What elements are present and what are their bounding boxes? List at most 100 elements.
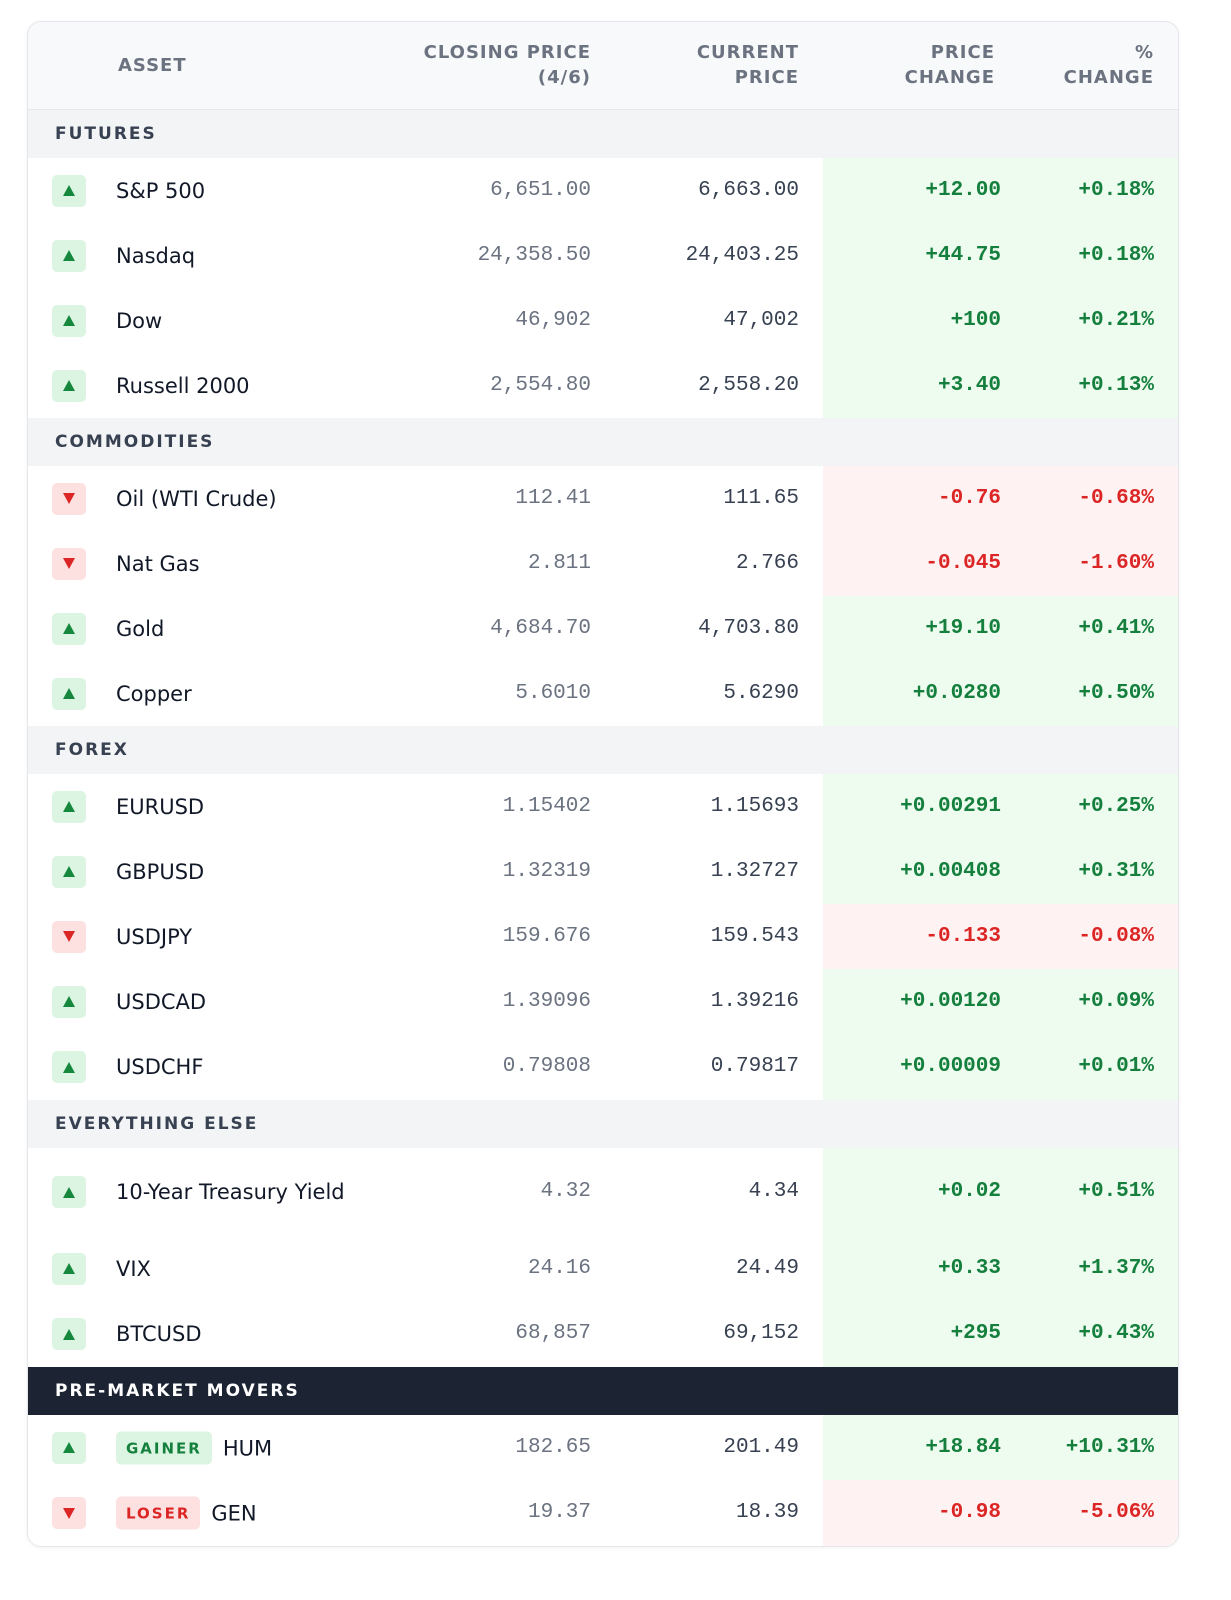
- price-change: +3.40: [937, 373, 1001, 397]
- header-closing-price: CLOSING PRICE (4/6): [423, 42, 591, 88]
- asset-name: GBPUSD: [116, 859, 205, 884]
- direction-badge: [52, 1318, 86, 1350]
- table-row[interactable]: GBPUSD 1.32319 1.32727 +0.00408 +0.31%: [28, 839, 1178, 905]
- closing-price: 4,684.70: [490, 616, 591, 640]
- triangle-up-icon: [63, 866, 75, 877]
- triangle-up-icon: [63, 1442, 75, 1453]
- price-change: +100: [950, 308, 1001, 332]
- closing-price: 46,902: [515, 308, 591, 332]
- percent-change: +10.31%: [1065, 1435, 1154, 1459]
- price-change: +0.02: [937, 1180, 1001, 1203]
- closing-price: 159.676: [502, 924, 591, 948]
- asset-name: Russell 2000: [116, 373, 250, 398]
- change-highlight: [823, 353, 1178, 418]
- percent-change: -5.06%: [1078, 1501, 1154, 1524]
- direction-badge: [52, 1051, 86, 1083]
- price-change: +0.00291: [900, 794, 1001, 818]
- percent-change: +0.01%: [1078, 1055, 1154, 1078]
- closing-price: 1.39096: [502, 989, 591, 1013]
- table-row[interactable]: Copper 5.6010 5.6290 +0.0280 +0.50%: [28, 661, 1178, 726]
- price-change: -0.98: [937, 1501, 1001, 1524]
- table-row[interactable]: USDCAD 1.39096 1.39216 +0.00120 +0.09%: [28, 969, 1178, 1035]
- asset-name: HUM: [222, 1436, 273, 1460]
- triangle-up-icon: [63, 801, 75, 812]
- closing-price: 0.79808: [502, 1055, 591, 1078]
- change-highlight: [823, 223, 1178, 288]
- direction-badge: [52, 1252, 86, 1285]
- section-title: FUTURES: [55, 124, 157, 144]
- asset-name: Gold: [116, 616, 165, 641]
- change-highlight: [823, 969, 1178, 1034]
- current-price: 1.15693: [710, 794, 799, 818]
- price-change: +19.10: [925, 616, 1001, 640]
- triangle-up-icon: [63, 380, 75, 391]
- direction-badge: [52, 677, 86, 710]
- closing-price: 19.37: [527, 1501, 591, 1524]
- table-row[interactable]: 10-Year Treasury Yield 4.32 4.34 +0.02 +…: [28, 1148, 1178, 1237]
- closing-price: 5.6010: [515, 681, 591, 705]
- triangle-up-icon: [63, 315, 75, 326]
- price-change: +0.00120: [900, 989, 1001, 1013]
- change-highlight: [823, 158, 1178, 223]
- table-row[interactable]: Nat Gas 2.811 2.766 -0.045 -1.60%: [28, 531, 1178, 597]
- percent-change: +0.41%: [1078, 616, 1154, 640]
- section-header-commodities: COMMODITIES: [28, 418, 1178, 466]
- table-row[interactable]: Dow 46,902 47,002 +100 +0.21%: [28, 288, 1178, 354]
- change-highlight: [823, 1480, 1178, 1546]
- triangle-up-icon: [63, 1061, 75, 1073]
- closing-price: 1.15402: [502, 794, 591, 818]
- table-row[interactable]: Gold 4,684.70 4,703.80 +19.10 +0.41%: [28, 596, 1178, 662]
- current-price: 4.34: [748, 1180, 799, 1203]
- table-row[interactable]: Nasdaq 24,358.50 24,403.25 +44.75 +0.18%: [28, 223, 1178, 289]
- asset-name: Dow: [116, 308, 163, 333]
- table-row[interactable]: Oil (WTI Crude) 112.41 111.65 -0.76 -0.6…: [28, 466, 1178, 532]
- asset-name: Nat Gas: [116, 551, 200, 576]
- header-pct-change: % CHANGE: [1063, 42, 1154, 88]
- section-header-forex: FOREX: [28, 726, 1178, 774]
- closing-price: 2,554.80: [490, 373, 591, 397]
- gainer-badge: GAINER: [116, 1431, 212, 1464]
- direction-badge: [52, 174, 86, 207]
- percent-change: +0.18%: [1078, 243, 1154, 267]
- table-row[interactable]: USDJPY 159.676 159.543 -0.133 -0.08%: [28, 904, 1178, 970]
- percent-change: +0.13%: [1078, 373, 1154, 397]
- current-price: 2.766: [735, 551, 799, 575]
- closing-price: 4.32: [540, 1180, 591, 1203]
- table-header: ASSET CLOSING PRICE (4/6) CURRENT PRICE …: [28, 22, 1178, 111]
- price-change: +0.0280: [912, 681, 1001, 705]
- table-row[interactable]: BTCUSD 68,857 69,152 +295 +0.43%: [28, 1301, 1178, 1367]
- direction-badge: [52, 239, 86, 272]
- change-highlight: [823, 288, 1178, 353]
- table-row[interactable]: S&P 500 6,651.00 6,663.00 +12.00 +0.18%: [28, 158, 1178, 224]
- table-row[interactable]: EURUSD 1.15402 1.15693 +0.00291 +0.25%: [28, 774, 1178, 840]
- table-row[interactable]: LOSER GEN 19.37 18.39 -0.98 -5.06%: [28, 1480, 1178, 1546]
- price-change: +0.00009: [900, 1055, 1001, 1078]
- direction-badge: [52, 304, 86, 337]
- triangle-down-icon: [63, 558, 75, 569]
- table-row[interactable]: USDCHF 0.79808 0.79817 +0.00009 +0.01%: [28, 1034, 1178, 1100]
- triangle-down-icon: [63, 1507, 75, 1519]
- section-header-pre-market-movers: PRE-MARKET MOVERS: [28, 1367, 1178, 1415]
- price-change: +0.00408: [900, 859, 1001, 883]
- percent-change: +0.31%: [1078, 859, 1154, 883]
- change-highlight: [823, 1148, 1178, 1236]
- current-price: 1.39216: [710, 989, 799, 1013]
- price-change: +44.75: [925, 243, 1001, 267]
- closing-price: 2.811: [527, 551, 591, 575]
- table-row[interactable]: GAINER HUM 182.65 201.49 +18.84 +10.31%: [28, 1415, 1178, 1481]
- header-current-price: CURRENT PRICE: [696, 42, 799, 88]
- header-asset: ASSET: [118, 55, 187, 76]
- triangle-up-icon: [63, 1328, 75, 1340]
- current-price: 5.6290: [723, 681, 799, 705]
- current-price: 47,002: [723, 308, 799, 332]
- table-row[interactable]: VIX 24.16 24.49 +0.33 +1.37%: [28, 1236, 1178, 1302]
- current-price: 18.39: [735, 1501, 799, 1524]
- price-change: -0.045: [925, 551, 1001, 575]
- direction-badge: [52, 369, 86, 402]
- asset-name: Copper: [116, 681, 192, 706]
- direction-badge: [52, 612, 86, 645]
- table-row[interactable]: Russell 2000 2,554.80 2,558.20 +3.40 +0.…: [28, 353, 1178, 418]
- triangle-up-icon: [63, 1186, 75, 1198]
- asset-cell: LOSER GEN: [116, 1496, 257, 1530]
- asset-name: 10-Year Treasury Yield: [116, 1180, 345, 1204]
